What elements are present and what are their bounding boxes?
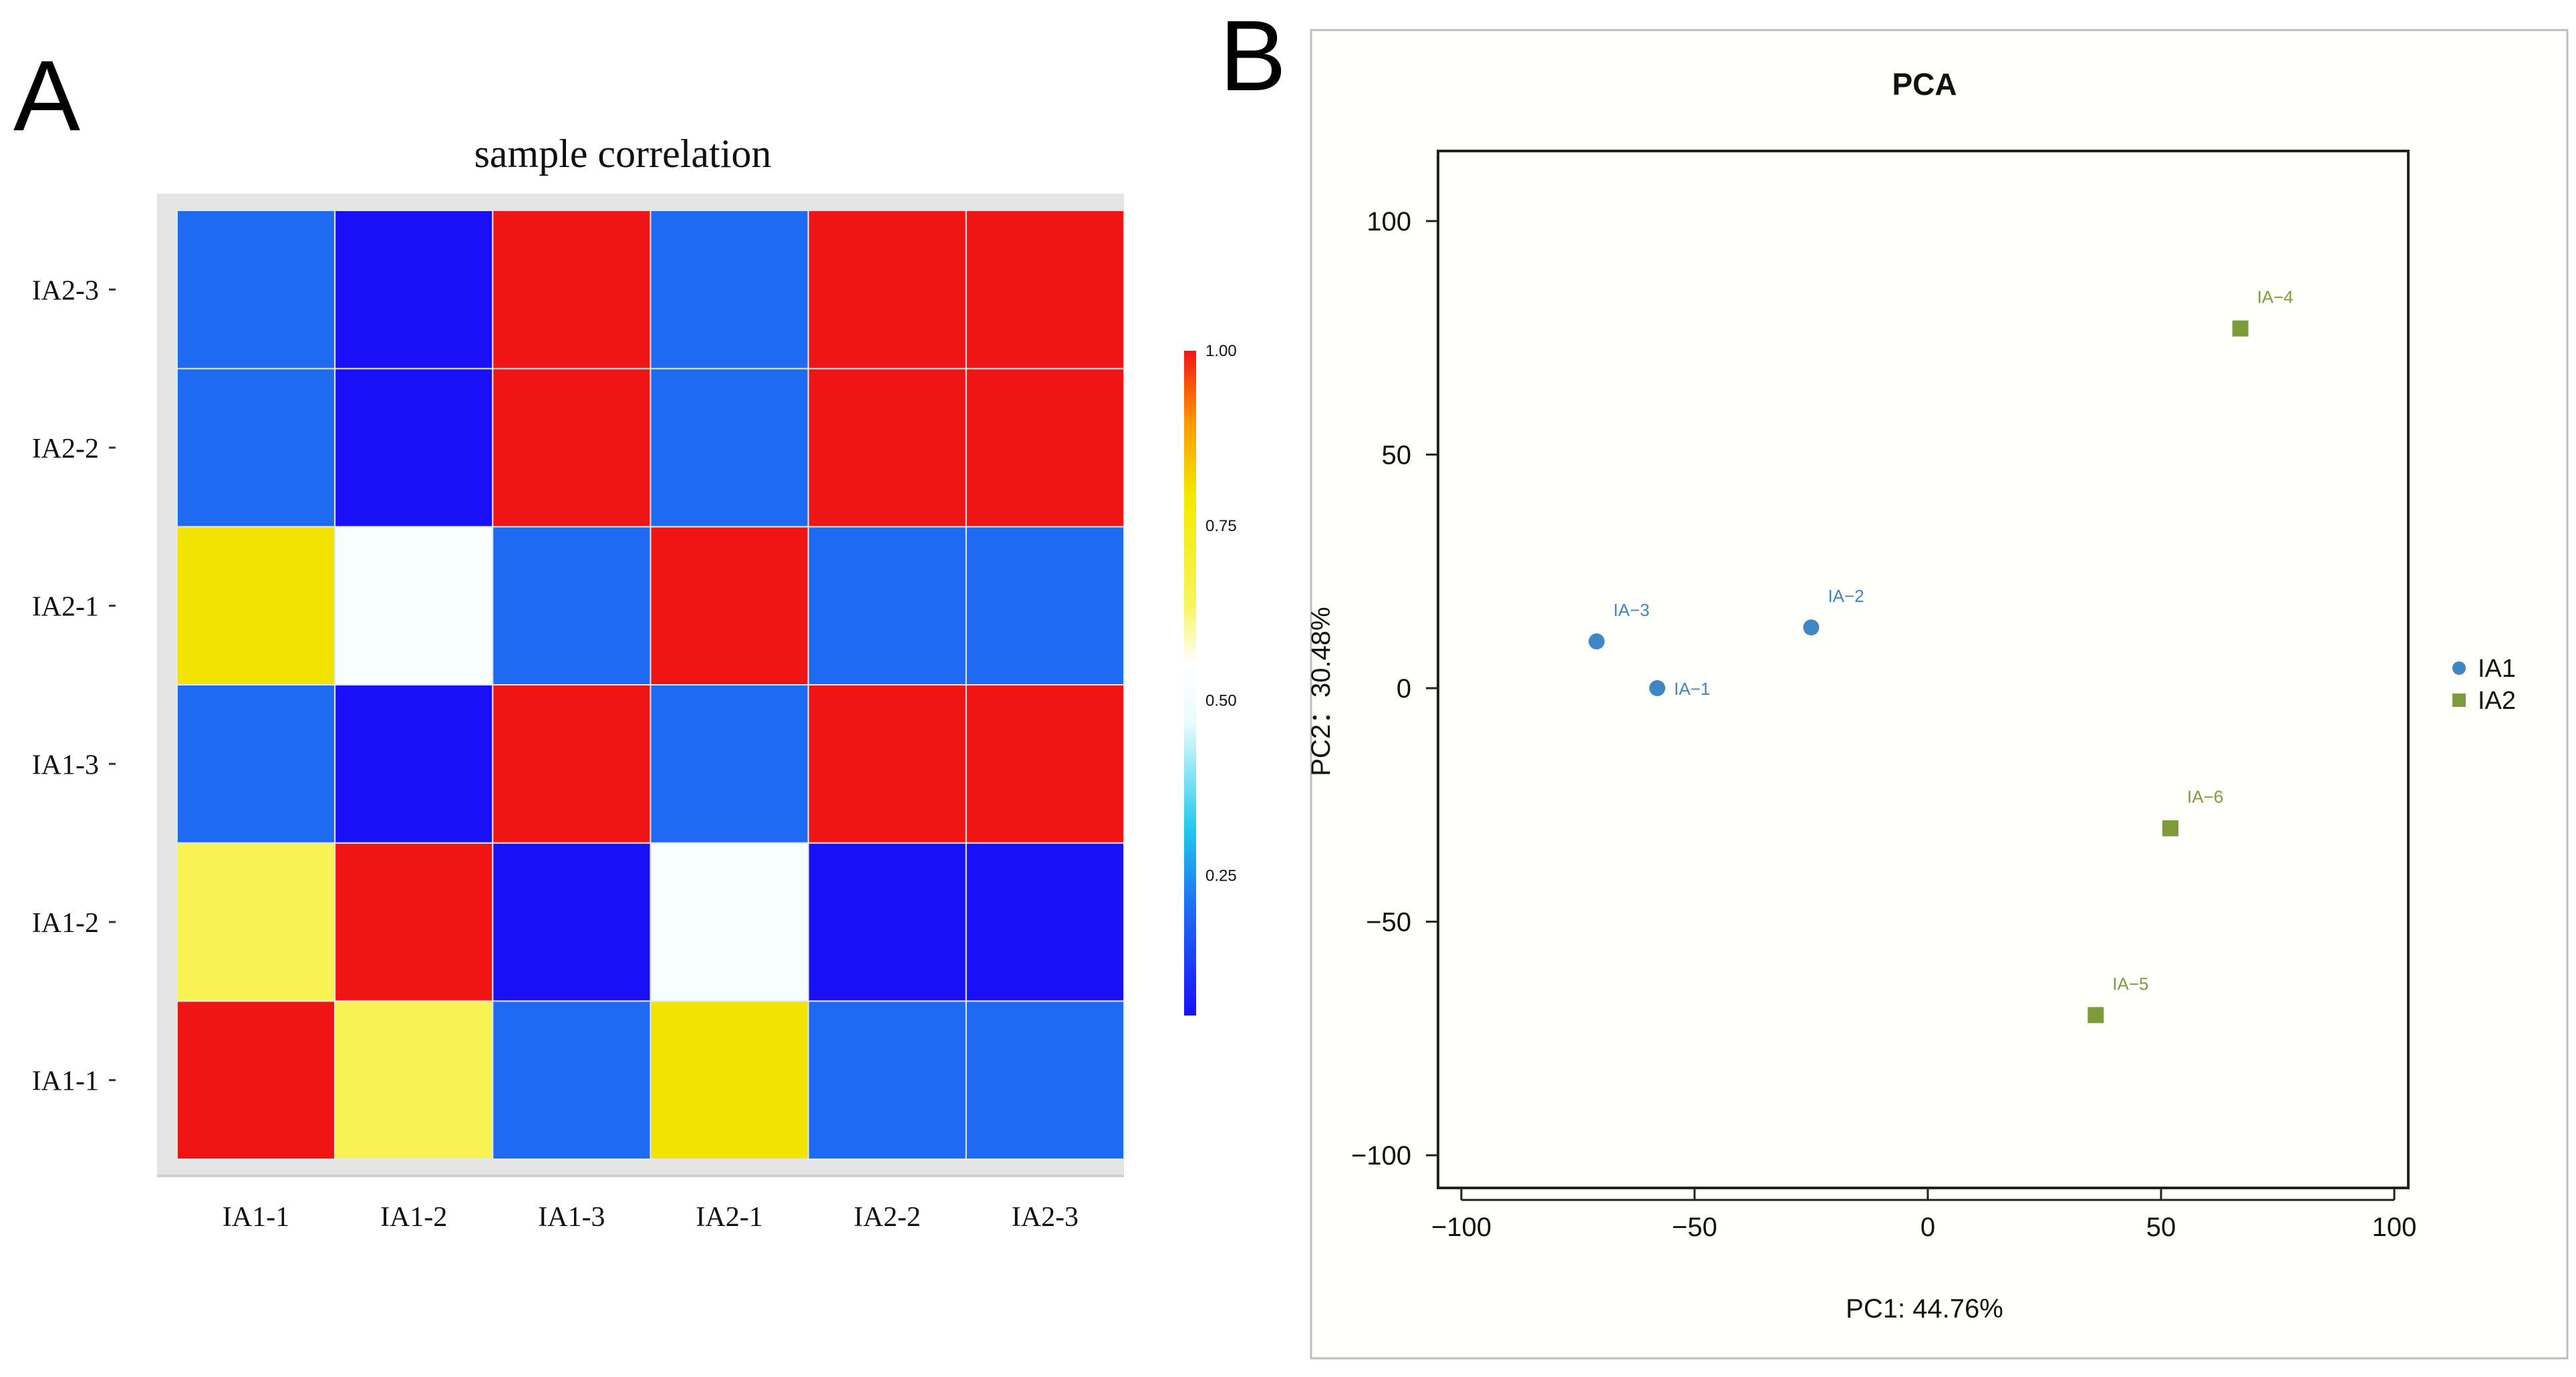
heatmap-cell — [176, 684, 336, 844]
heatmap-cell — [965, 842, 1125, 1002]
pca-y-tick-label: −100 — [1351, 1141, 1411, 1171]
heatmap-cell — [176, 210, 336, 369]
heatmap-cell — [492, 684, 652, 844]
heatmap-cell — [650, 526, 809, 685]
heatmap-cell — [807, 526, 967, 685]
heatmap-cell — [176, 526, 336, 685]
pca-y-axis-label: PC2：30.48% — [1306, 607, 1336, 776]
heatmap-cell — [334, 684, 494, 844]
heatmap-cell — [807, 367, 967, 528]
heatmap-cell — [650, 684, 809, 844]
heatmap-cell — [965, 526, 1125, 685]
heatmap-cell — [334, 526, 494, 685]
pca-x-tick-label: −100 — [1431, 1213, 1491, 1242]
pca-point-ia1 — [1588, 633, 1605, 650]
colorbar-gradient — [1184, 351, 1196, 1016]
pca-y-tick-label: −50 — [1366, 908, 1411, 937]
heatmap-cell — [176, 842, 336, 1002]
heatmap-cell — [807, 684, 967, 844]
colorbar-tick-label: 0.50 — [1205, 692, 1237, 710]
panel-b-pca: B PCA −100 −50 0 50 100 −100 −50 0 50 100 IA−1 IA−2… — [1220, 0, 2569, 1360]
heatmap-cell — [492, 367, 652, 528]
colorbar-tick-label: 0.25 — [1205, 867, 1237, 885]
pca-y-tick-label: 0 — [1397, 674, 1411, 704]
heatmap-plot-area: IA1-1 IA1-2 IA1-3 IA2-1 IA2-2 IA2-3 IA1-1 IA1-2… — [32, 194, 1125, 1233]
heatmap-cell — [807, 1000, 967, 1161]
panel-a-label: A — [13, 39, 80, 152]
pca-point-ia2 — [2162, 820, 2178, 836]
pca-point-label: IA−2 — [1828, 586, 1864, 606]
heatmap-cell — [176, 1000, 336, 1161]
heatmap-cell — [334, 842, 494, 1002]
heatmap-cell — [334, 210, 494, 369]
heatmap-cell — [650, 367, 809, 528]
pca-x-tick-label: −50 — [1672, 1213, 1717, 1242]
heatmap-cell — [492, 1000, 652, 1161]
heatmap-x-tick-label: IA2-2 — [854, 1202, 921, 1233]
pca-point-label: IA−4 — [2257, 287, 2293, 307]
heatmap-y-tick-label: IA2-1 — [32, 592, 99, 623]
colorbar: 1.00 0.75 0.50 0.25 — [1184, 342, 1237, 1016]
heatmap-cell — [965, 1000, 1125, 1161]
heatmap-y-tick-label: IA1-3 — [32, 750, 99, 780]
panel-b-label: B — [1220, 0, 1286, 112]
legend-label-ia1: IA1 — [2478, 655, 2516, 683]
heatmap-cell — [807, 842, 967, 1002]
pca-point-label: IA−6 — [2187, 787, 2223, 807]
heatmap-cell — [492, 526, 652, 685]
heatmap-cell — [176, 367, 336, 528]
legend-marker-ia1 — [2452, 661, 2466, 675]
heatmap-title: sample correlation — [474, 132, 772, 176]
heatmap-y-tick-label: IA1-1 — [32, 1066, 99, 1097]
pca-x-tick-label: 50 — [2146, 1213, 2176, 1242]
heatmap-cell — [650, 1000, 809, 1161]
pca-point-ia2 — [2088, 1007, 2104, 1024]
pca-x-tick-label: 100 — [2372, 1213, 2417, 1242]
heatmap-cell — [492, 842, 652, 1002]
heatmap-y-tick-label: IA2-2 — [32, 434, 99, 464]
pca-point-label: IA−3 — [1613, 600, 1649, 620]
legend-marker-ia2 — [2452, 694, 2466, 707]
heatmap-cell — [965, 367, 1125, 528]
pca-point-label: IA−1 — [1674, 679, 1710, 699]
pca-y-tick-label: 100 — [1367, 207, 1411, 237]
heatmap-y-tick-label: IA1-2 — [32, 908, 99, 939]
pca-point-ia1 — [1649, 679, 1666, 696]
heatmap-cell — [965, 684, 1125, 844]
heatmap-x-tick-label: IA1-3 — [538, 1202, 605, 1233]
pca-x-axis-label: PC1: 44.76% — [1846, 1294, 2003, 1324]
heatmap-x-tick-label: IA1-2 — [380, 1202, 447, 1233]
pca-point-label: IA−5 — [2112, 973, 2148, 993]
panel-a-heatmap: A sample correlation IA1-1 IA1-2 IA1-3 IA2-… — [13, 39, 1237, 1233]
heatmap-cell — [807, 210, 967, 369]
heatmap-cell — [650, 210, 809, 369]
heatmap-x-tick-label: IA2-3 — [1012, 1202, 1079, 1233]
legend-label-ia2: IA2 — [2478, 687, 2516, 715]
colorbar-tick-label: 0.75 — [1205, 517, 1237, 535]
pca-title: PCA — [1892, 67, 1957, 102]
heatmap-cell — [334, 1000, 494, 1161]
heatmap-cell — [334, 367, 494, 528]
pca-plot-area: −100 −50 0 50 100 −100 −50 0 50 100 IA−1 IA−2 IA−3 IA… — [1351, 150, 2417, 1242]
pca-y-tick-label: 50 — [1382, 440, 1412, 470]
pca-point-ia2 — [2232, 320, 2249, 337]
heatmap-y-tick-label: IA2-3 — [32, 275, 99, 306]
heatmap-cell — [650, 842, 809, 1002]
heatmap-cell — [492, 210, 652, 369]
colorbar-tick-label: 1.00 — [1205, 342, 1237, 360]
heatmap-x-tick-label: IA1-1 — [223, 1202, 289, 1233]
heatmap-cell — [965, 210, 1125, 369]
pca-point-ia1 — [1803, 619, 1820, 636]
pca-x-tick-label: 0 — [1920, 1213, 1935, 1242]
heatmap-x-tick-label: IA2-1 — [696, 1202, 762, 1233]
